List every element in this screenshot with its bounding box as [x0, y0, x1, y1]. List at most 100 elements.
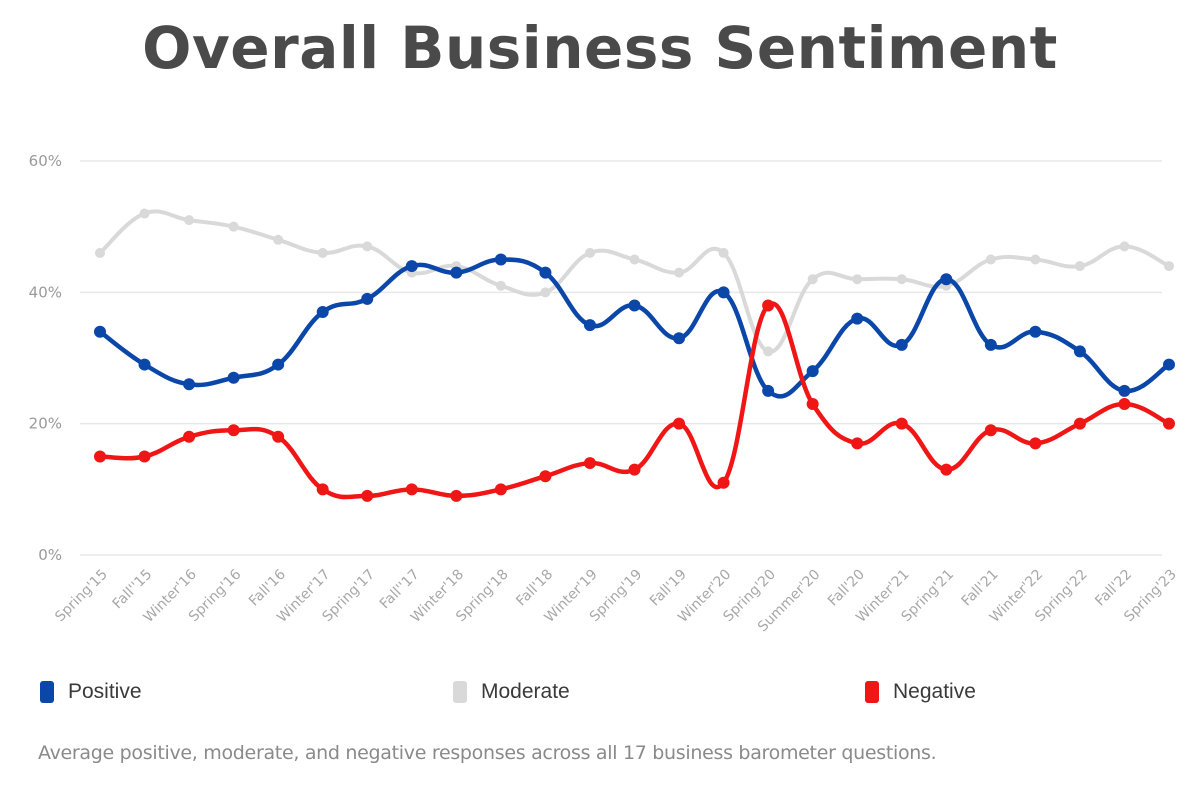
data-point-positive[interactable]: [138, 358, 151, 371]
data-point-negative[interactable]: [673, 417, 686, 430]
y-tick-label: 60%: [29, 152, 62, 170]
data-point-negative[interactable]: [450, 489, 463, 502]
data-point-positive[interactable]: [762, 384, 775, 397]
data-point-negative[interactable]: [583, 457, 596, 470]
series-points-negative: [94, 299, 1175, 502]
series-points-positive: [94, 253, 1175, 397]
series-lines: [97, 209, 1172, 500]
legend-label-moderate: Moderate: [481, 680, 570, 703]
data-point-moderate[interactable]: [1119, 241, 1130, 252]
data-point-positive[interactable]: [227, 371, 240, 384]
data-point-negative[interactable]: [272, 430, 285, 443]
data-point-negative[interactable]: [316, 483, 329, 496]
data-point-positive[interactable]: [94, 325, 106, 338]
data-point-positive[interactable]: [895, 338, 908, 351]
data-point-negative[interactable]: [940, 463, 953, 476]
series-points: [94, 208, 1175, 502]
chart-caption: Average positive, moderate, and negative…: [38, 742, 937, 764]
data-point-positive[interactable]: [851, 312, 864, 325]
chart-title: Overall Business Sentiment: [142, 14, 1058, 82]
data-point-negative[interactable]: [1029, 437, 1042, 450]
data-point-negative[interactable]: [628, 463, 641, 476]
data-point-negative[interactable]: [183, 430, 196, 443]
data-point-moderate[interactable]: [763, 346, 774, 357]
data-point-positive[interactable]: [940, 273, 953, 286]
data-point-positive[interactable]: [1073, 345, 1086, 358]
data-point-negative[interactable]: [227, 424, 240, 437]
legend-item-negative[interactable]: Negative: [865, 680, 976, 704]
x-tick-label: Fall'19: [647, 567, 690, 610]
data-point-moderate[interactable]: [317, 247, 328, 258]
data-point-moderate[interactable]: [228, 221, 239, 232]
data-point-moderate[interactable]: [584, 247, 595, 258]
data-point-moderate[interactable]: [718, 247, 729, 258]
data-point-negative[interactable]: [494, 483, 507, 496]
legend: Positive Moderate Negative: [0, 680, 1200, 710]
x-tick-label: Fall'21: [959, 567, 1002, 610]
data-point-negative[interactable]: [361, 489, 374, 502]
legend-item-positive[interactable]: Positive: [40, 680, 142, 704]
data-point-moderate[interactable]: [985, 254, 996, 265]
data-point-positive[interactable]: [717, 286, 730, 299]
data-point-positive[interactable]: [673, 332, 686, 345]
data-point-moderate[interactable]: [184, 215, 195, 226]
x-tick-label: Fall'18: [513, 567, 556, 610]
legend-item-moderate[interactable]: Moderate: [453, 680, 570, 704]
data-point-moderate[interactable]: [95, 247, 105, 258]
legend-swatch-negative: [865, 681, 879, 703]
data-point-moderate[interactable]: [896, 274, 907, 285]
data-point-moderate[interactable]: [629, 254, 640, 265]
y-tick-label: 20%: [29, 415, 62, 433]
data-point-moderate[interactable]: [362, 241, 373, 252]
data-point-moderate[interactable]: [807, 274, 818, 285]
data-point-moderate[interactable]: [1030, 254, 1041, 265]
gridlines: [80, 160, 1162, 556]
legend-swatch-positive: [40, 681, 54, 703]
data-point-positive[interactable]: [1118, 384, 1131, 397]
x-tick-label: Fall'16: [246, 566, 289, 609]
data-point-moderate[interactable]: [139, 208, 150, 219]
data-point-negative[interactable]: [405, 483, 418, 496]
data-point-negative[interactable]: [1163, 417, 1175, 430]
data-point-negative[interactable]: [94, 450, 106, 463]
data-point-negative[interactable]: [762, 299, 775, 312]
series-line-positive: [97, 257, 1172, 399]
data-point-positive[interactable]: [1029, 325, 1042, 338]
data-point-moderate[interactable]: [273, 234, 284, 245]
data-point-negative[interactable]: [806, 397, 819, 410]
data-point-positive[interactable]: [628, 299, 641, 312]
data-point-positive[interactable]: [316, 306, 329, 319]
data-point-negative[interactable]: [717, 476, 730, 489]
data-point-negative[interactable]: [138, 450, 151, 463]
data-point-moderate[interactable]: [852, 274, 863, 285]
data-point-positive[interactable]: [806, 365, 819, 378]
x-tick-label: Fall'20: [825, 567, 868, 610]
data-point-moderate[interactable]: [540, 287, 551, 298]
data-point-moderate[interactable]: [1164, 261, 1174, 272]
data-point-positive[interactable]: [539, 266, 552, 279]
data-point-negative[interactable]: [851, 437, 864, 450]
data-point-moderate[interactable]: [674, 267, 685, 278]
data-point-positive[interactable]: [450, 266, 463, 279]
legend-swatch-moderate: [453, 681, 467, 703]
data-point-positive[interactable]: [984, 338, 997, 351]
data-point-positive[interactable]: [183, 378, 196, 391]
data-point-negative[interactable]: [1073, 417, 1086, 430]
data-point-positive[interactable]: [405, 260, 418, 273]
data-point-positive[interactable]: [583, 319, 596, 332]
y-axis-ticks: 0% 20% 40% 60%: [29, 152, 62, 564]
data-point-negative[interactable]: [984, 424, 997, 437]
y-tick-label: 0%: [38, 546, 62, 564]
series-line-negative: [97, 301, 1172, 500]
data-point-positive[interactable]: [1163, 358, 1175, 371]
x-tick-label: Spring'15: [52, 567, 111, 626]
data-point-positive[interactable]: [272, 358, 285, 371]
y-tick-label: 40%: [29, 283, 62, 301]
data-point-negative[interactable]: [1118, 397, 1131, 410]
data-point-positive[interactable]: [361, 292, 374, 305]
data-point-moderate[interactable]: [495, 280, 506, 291]
data-point-negative[interactable]: [895, 417, 908, 430]
data-point-positive[interactable]: [494, 253, 507, 266]
data-point-negative[interactable]: [539, 470, 552, 483]
data-point-moderate[interactable]: [1074, 261, 1085, 272]
